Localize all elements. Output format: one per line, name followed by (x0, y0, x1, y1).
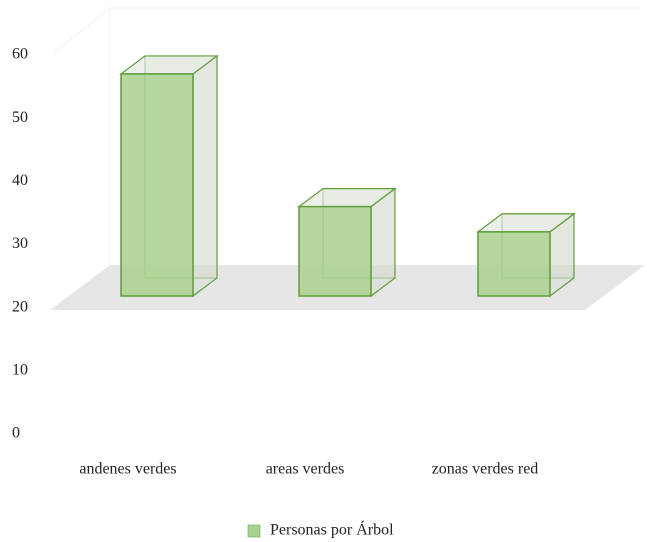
wall-edge (54, 7, 111, 53)
y-tick-label: 60 (12, 46, 28, 63)
legend-swatch (247, 524, 261, 538)
y-tick-label: 10 (12, 362, 28, 379)
bar-side (370, 187, 396, 298)
bar (298, 205, 372, 297)
x-tick-label: andenes verdes (79, 461, 176, 478)
y-tick-label: 50 (12, 109, 28, 126)
bar (477, 231, 551, 297)
y-tick-label: 40 (12, 172, 28, 189)
bar (120, 73, 194, 297)
y-tick-label: 0 (12, 425, 20, 442)
bar-side (192, 54, 218, 298)
y-tick-label: 30 (12, 235, 28, 252)
x-tick-label: zonas verdes red (432, 461, 539, 478)
legend-label: Personas por Árbol (270, 520, 394, 539)
x-tick-label: areas verdes (266, 461, 345, 478)
y-tick-label: 20 (12, 298, 28, 315)
